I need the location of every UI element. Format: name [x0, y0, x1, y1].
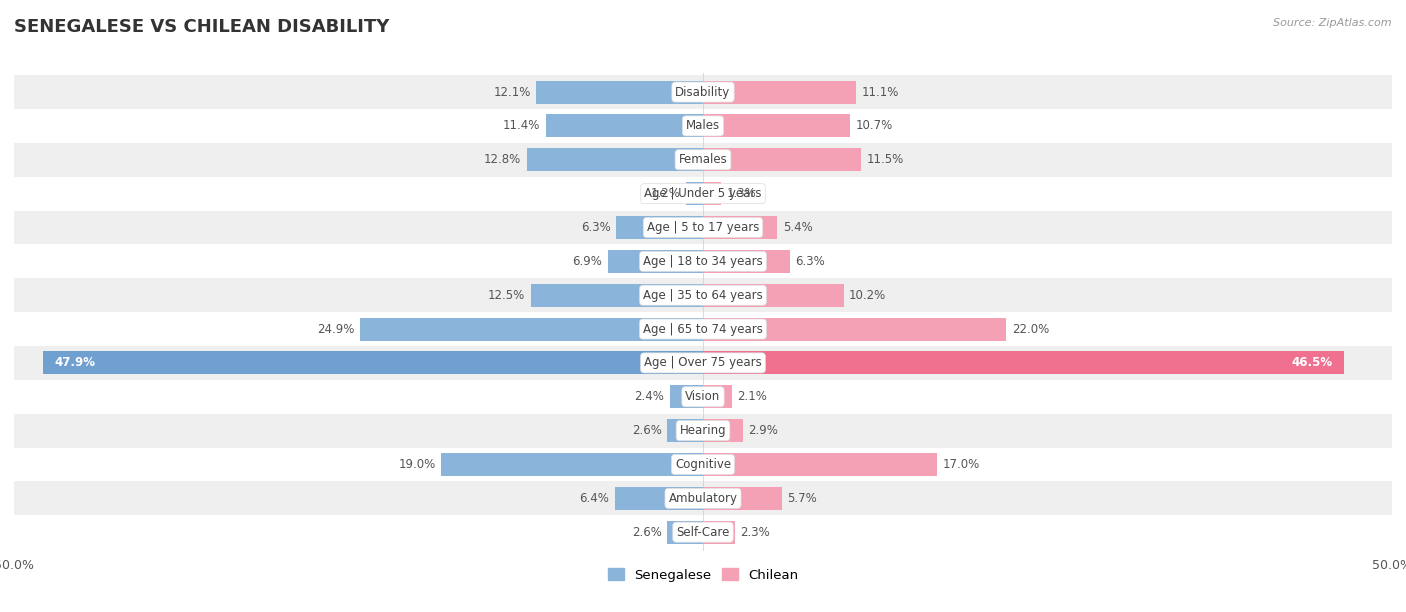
Text: Vision: Vision — [685, 390, 721, 403]
Bar — [14, 75, 1392, 109]
Bar — [703, 419, 742, 442]
Bar — [14, 244, 1392, 278]
Bar — [703, 284, 844, 307]
Text: 19.0%: 19.0% — [398, 458, 436, 471]
Text: 2.6%: 2.6% — [631, 424, 662, 437]
Text: 46.5%: 46.5% — [1292, 356, 1333, 370]
Text: 2.3%: 2.3% — [740, 526, 770, 539]
Text: 11.4%: 11.4% — [503, 119, 540, 132]
Bar — [14, 414, 1392, 447]
Bar — [686, 182, 703, 205]
Text: Age | Over 75 years: Age | Over 75 years — [644, 356, 762, 370]
Bar — [703, 81, 856, 103]
Text: Cognitive: Cognitive — [675, 458, 731, 471]
Bar — [14, 346, 1392, 380]
Text: 12.1%: 12.1% — [494, 86, 531, 99]
Bar — [703, 487, 782, 510]
Text: 47.9%: 47.9% — [53, 356, 96, 370]
Text: 6.9%: 6.9% — [572, 255, 602, 268]
Bar — [14, 278, 1392, 312]
Bar — [668, 419, 703, 442]
Text: 10.2%: 10.2% — [849, 289, 886, 302]
Text: 10.7%: 10.7% — [856, 119, 893, 132]
Bar — [14, 515, 1392, 549]
Bar — [14, 177, 1392, 211]
Bar — [703, 453, 938, 476]
Text: Self-Care: Self-Care — [676, 526, 730, 539]
Bar — [703, 521, 735, 543]
Text: 17.0%: 17.0% — [943, 458, 980, 471]
Text: 5.7%: 5.7% — [787, 492, 817, 505]
Bar — [616, 216, 703, 239]
Bar — [668, 521, 703, 543]
Text: 24.9%: 24.9% — [316, 323, 354, 335]
Bar — [703, 318, 1007, 340]
Bar — [536, 81, 703, 103]
Bar — [607, 250, 703, 273]
Text: 6.4%: 6.4% — [579, 492, 609, 505]
Text: 12.8%: 12.8% — [484, 153, 522, 166]
Bar — [703, 351, 1344, 375]
Legend: Senegalese, Chilean: Senegalese, Chilean — [602, 563, 804, 587]
Bar — [14, 482, 1392, 515]
Bar — [14, 109, 1392, 143]
Bar — [703, 148, 862, 171]
Bar — [441, 453, 703, 476]
Text: Hearing: Hearing — [679, 424, 727, 437]
Bar — [527, 148, 703, 171]
Text: Males: Males — [686, 119, 720, 132]
Text: 1.2%: 1.2% — [651, 187, 681, 200]
Bar — [14, 312, 1392, 346]
Text: 2.6%: 2.6% — [631, 526, 662, 539]
Text: Age | 5 to 17 years: Age | 5 to 17 years — [647, 221, 759, 234]
Text: Females: Females — [679, 153, 727, 166]
Bar — [703, 216, 778, 239]
Text: 22.0%: 22.0% — [1012, 323, 1049, 335]
Text: Age | Under 5 years: Age | Under 5 years — [644, 187, 762, 200]
Bar — [546, 114, 703, 138]
Text: 6.3%: 6.3% — [796, 255, 825, 268]
Text: 6.3%: 6.3% — [581, 221, 610, 234]
Text: SENEGALESE VS CHILEAN DISABILITY: SENEGALESE VS CHILEAN DISABILITY — [14, 18, 389, 36]
Bar — [669, 385, 703, 408]
Bar — [703, 182, 721, 205]
Text: 2.1%: 2.1% — [738, 390, 768, 403]
Bar — [703, 250, 790, 273]
Text: Age | 35 to 64 years: Age | 35 to 64 years — [643, 289, 763, 302]
Bar — [14, 447, 1392, 482]
Bar — [14, 380, 1392, 414]
Text: 2.4%: 2.4% — [634, 390, 665, 403]
Bar — [14, 143, 1392, 177]
Text: 12.5%: 12.5% — [488, 289, 526, 302]
Text: Ambulatory: Ambulatory — [668, 492, 738, 505]
Bar — [614, 487, 703, 510]
Text: Age | 65 to 74 years: Age | 65 to 74 years — [643, 323, 763, 335]
Text: Source: ZipAtlas.com: Source: ZipAtlas.com — [1274, 18, 1392, 28]
Text: 5.4%: 5.4% — [783, 221, 813, 234]
Bar — [531, 284, 703, 307]
Text: 11.1%: 11.1% — [862, 86, 898, 99]
Bar — [360, 318, 703, 340]
Text: 11.5%: 11.5% — [868, 153, 904, 166]
Text: 1.3%: 1.3% — [727, 187, 756, 200]
Bar — [44, 351, 703, 375]
Bar — [703, 385, 733, 408]
Text: 2.9%: 2.9% — [748, 424, 779, 437]
Bar — [703, 114, 851, 138]
Text: Disability: Disability — [675, 86, 731, 99]
Bar — [14, 211, 1392, 244]
Text: Age | 18 to 34 years: Age | 18 to 34 years — [643, 255, 763, 268]
